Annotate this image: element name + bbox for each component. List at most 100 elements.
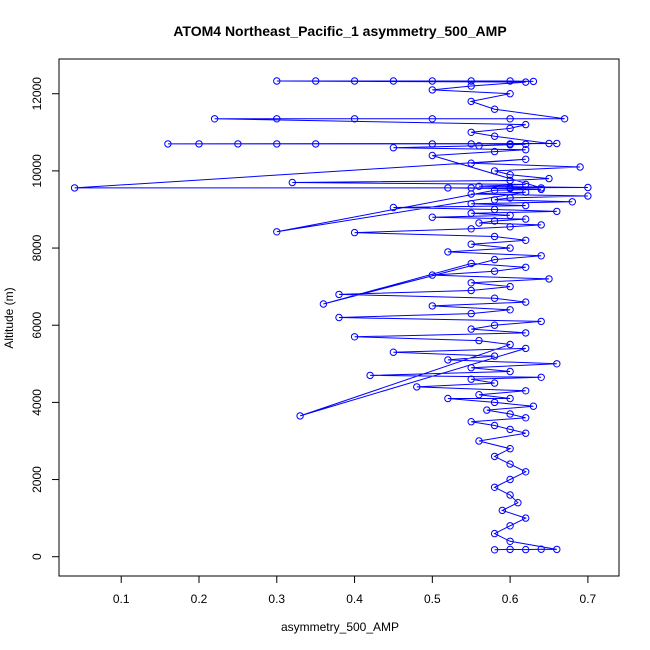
data-point bbox=[522, 146, 530, 154]
data-point bbox=[490, 217, 499, 225]
data-point bbox=[522, 429, 530, 437]
data-series bbox=[70, 77, 592, 554]
data-point bbox=[553, 207, 561, 216]
data-point bbox=[506, 77, 514, 85]
data-point bbox=[467, 184, 475, 192]
data-point bbox=[490, 483, 499, 491]
data-point bbox=[273, 228, 281, 236]
data-point bbox=[490, 452, 499, 461]
data-point bbox=[428, 115, 436, 123]
data-point bbox=[312, 140, 320, 148]
data-point bbox=[522, 298, 530, 306]
data-point bbox=[537, 221, 545, 229]
data-point bbox=[490, 232, 499, 241]
data-point bbox=[490, 398, 499, 407]
data-point bbox=[475, 391, 483, 399]
data-point bbox=[506, 140, 514, 148]
data-point bbox=[522, 329, 530, 337]
data-point bbox=[335, 313, 343, 322]
data-point bbox=[467, 364, 475, 372]
x-tick-label: 0.6 bbox=[502, 592, 519, 606]
data-point bbox=[522, 188, 530, 196]
data-point bbox=[522, 180, 530, 189]
data-point bbox=[490, 167, 499, 175]
data-point bbox=[584, 192, 592, 200]
data-point bbox=[428, 140, 436, 148]
data-point bbox=[522, 215, 530, 223]
data-point bbox=[350, 77, 359, 85]
data-point bbox=[428, 302, 436, 310]
data-point bbox=[490, 205, 499, 214]
data-point bbox=[312, 77, 320, 85]
data-point bbox=[490, 421, 499, 430]
data-point bbox=[389, 348, 398, 356]
x-tick-label: 0.1 bbox=[113, 592, 130, 606]
data-point bbox=[444, 394, 452, 403]
data-point bbox=[490, 132, 499, 140]
data-point bbox=[506, 475, 514, 484]
data-point bbox=[490, 546, 499, 554]
data-point bbox=[506, 367, 514, 376]
x-tick-label: 0.4 bbox=[346, 592, 363, 606]
data-point bbox=[522, 545, 530, 554]
x-tick-label: 0.2 bbox=[191, 592, 208, 606]
data-point bbox=[522, 514, 530, 522]
data-point bbox=[475, 142, 483, 150]
data-point bbox=[234, 140, 242, 148]
data-point bbox=[522, 120, 530, 129]
data-point bbox=[319, 300, 328, 308]
data-point bbox=[522, 236, 530, 245]
data-point bbox=[506, 194, 514, 202]
data-point bbox=[413, 383, 421, 391]
data-point bbox=[537, 317, 545, 326]
data-point bbox=[467, 82, 475, 90]
data-point bbox=[522, 468, 530, 476]
data-point bbox=[467, 77, 475, 85]
data-point bbox=[273, 77, 281, 85]
data-point bbox=[490, 186, 499, 194]
data-point bbox=[522, 344, 530, 353]
data-point bbox=[475, 336, 483, 345]
y-axis-label: Altitude (m) bbox=[2, 287, 16, 348]
data-point bbox=[553, 545, 561, 554]
y-tick-label: 8000 bbox=[30, 234, 44, 261]
data-point bbox=[164, 140, 172, 148]
data-point bbox=[506, 522, 514, 530]
y-tick-label: 0 bbox=[30, 553, 44, 560]
data-point bbox=[545, 139, 553, 148]
data-point bbox=[522, 263, 530, 271]
data-point bbox=[70, 184, 79, 192]
x-tick-label: 0.5 bbox=[424, 592, 441, 606]
y-axis: 0 2000 4000 6000 8000 10000 12000 bbox=[30, 77, 60, 560]
data-point bbox=[475, 182, 483, 191]
data-point bbox=[335, 290, 343, 299]
y-tick-label: 4000 bbox=[30, 389, 44, 416]
data-point bbox=[273, 140, 281, 148]
data-point bbox=[195, 140, 203, 148]
data-point bbox=[537, 545, 545, 553]
data-point bbox=[506, 491, 514, 499]
data-point bbox=[506, 425, 514, 434]
data-point bbox=[506, 124, 514, 133]
data-point bbox=[506, 176, 514, 185]
data-point bbox=[490, 379, 499, 387]
data-point bbox=[389, 77, 398, 85]
data-point bbox=[444, 248, 452, 256]
data-point bbox=[490, 294, 499, 302]
data-point bbox=[428, 213, 436, 221]
data-point bbox=[490, 196, 499, 204]
data-point bbox=[537, 184, 545, 192]
data-point bbox=[467, 240, 475, 248]
data-point bbox=[506, 244, 514, 252]
x-tick-label: 0.3 bbox=[268, 592, 285, 606]
data-point bbox=[475, 219, 483, 227]
data-point bbox=[467, 375, 475, 383]
data-point bbox=[428, 86, 436, 94]
data-point bbox=[490, 529, 499, 538]
y-tick-label: 12000 bbox=[30, 77, 44, 111]
data-point bbox=[467, 225, 475, 233]
data-point bbox=[506, 340, 514, 349]
data-point bbox=[584, 183, 592, 192]
data-point bbox=[522, 201, 530, 210]
